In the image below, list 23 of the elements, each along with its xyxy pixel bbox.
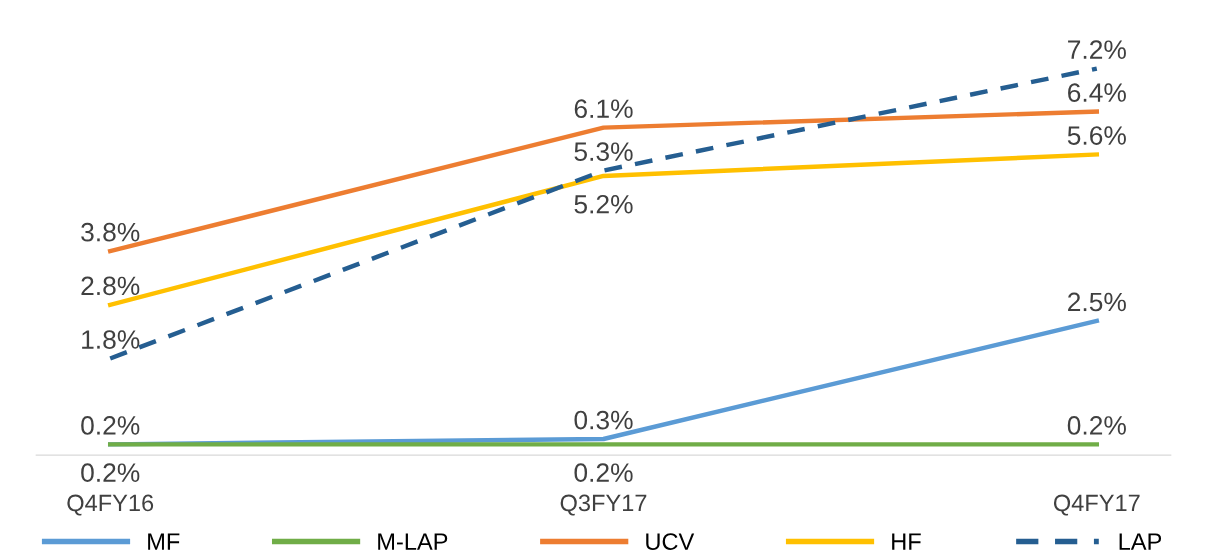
data-label: 6.1%	[574, 99, 633, 119]
legend-label: HF	[892, 533, 921, 550]
x-tick-label: Q4FY17	[1053, 494, 1140, 516]
x-tick-label: Q3FY17	[560, 494, 647, 516]
data-label: 0.2%	[81, 463, 140, 482]
x-tick-label: Q4FY16	[67, 494, 154, 516]
data-label: 0.2%	[81, 416, 140, 435]
data-label: 6.4%	[1068, 83, 1126, 102]
data-label: 5.6%	[1067, 126, 1126, 145]
data-label: 0.2%	[1067, 416, 1126, 435]
data-label: 2.5%	[1068, 292, 1126, 312]
data-label: 5.3%	[574, 142, 633, 161]
data-label: 1.8%	[82, 330, 140, 349]
data-label: 7.2%	[1068, 40, 1126, 59]
data-label: 0.3%	[574, 410, 633, 430]
data-label: 3.8%	[81, 222, 140, 242]
legend-label: LAP	[1119, 533, 1162, 550]
data-label: 2.8%	[81, 276, 140, 296]
data-label: 5.2%	[574, 194, 633, 214]
data-label: 0.2%	[574, 463, 633, 482]
legend-label: UCV	[646, 533, 695, 550]
legend-label: MF	[148, 533, 180, 550]
legend-label: M-LAP	[378, 533, 448, 550]
